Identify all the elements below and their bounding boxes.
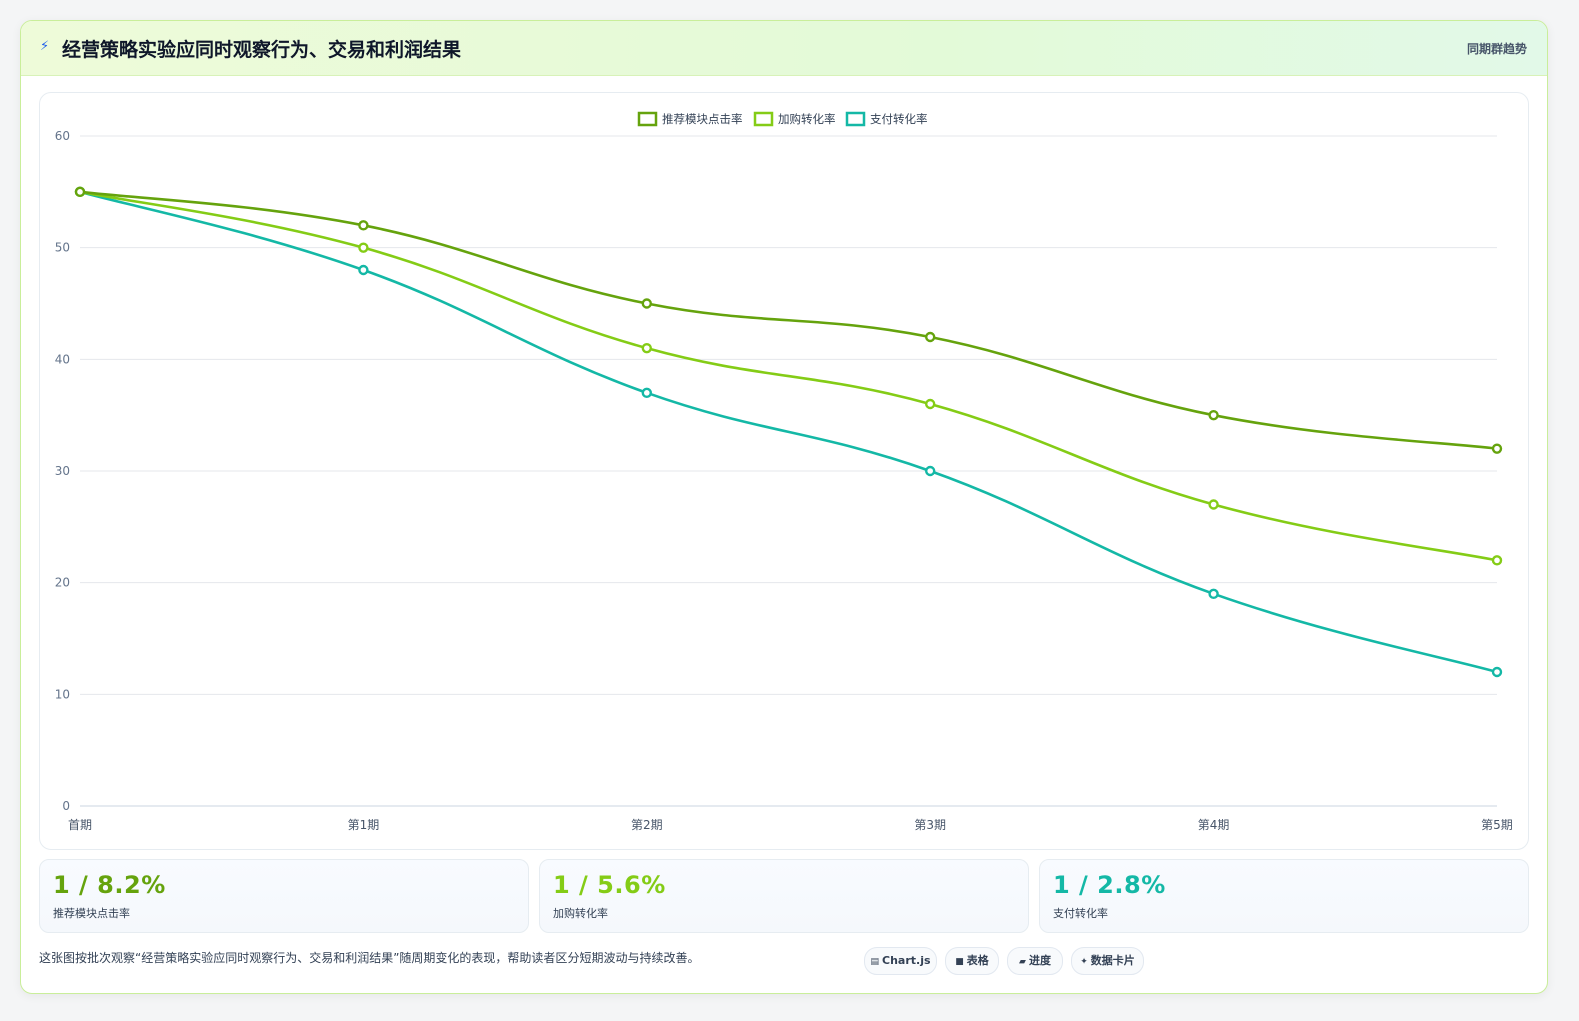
tag-data-card[interactable]: ✦ 数据卡片: [1071, 947, 1144, 975]
data-point: [358, 242, 369, 253]
x-tick-label: 第2期: [631, 818, 663, 832]
x-tick-label: 第5期: [1481, 818, 1513, 832]
kpi-label: 加购转化率: [553, 907, 608, 920]
kpi-card: 1 / 8.2% 推荐模块点击率: [39, 859, 529, 933]
tag-table[interactable]: ■ 表格: [945, 947, 999, 975]
data-point: [1491, 443, 1503, 454]
tag-progress[interactable]: ▰ 进度: [1007, 947, 1063, 975]
chart-description: 这张图按批次观察“经营策略实验应同时观察行为、交易和利润结果”随周期变化的表现，…: [39, 951, 700, 965]
tag-label: Chart.js: [882, 954, 931, 967]
kpi-card: 1 / 5.6% 加购转化率: [539, 859, 1029, 933]
kpi-card: 1 / 2.8% 支付转化率: [1039, 859, 1529, 933]
legend-swatch: [637, 111, 658, 127]
y-tick-label: 20: [55, 576, 70, 590]
kpi-value: 1 / 2.8%: [1053, 871, 1166, 899]
legend-swatch: [845, 111, 866, 127]
progress-icon: ▰: [1019, 957, 1026, 967]
legend-swatch: [753, 111, 774, 127]
series-line: [79, 190, 1498, 674]
x-tick-label: 第4期: [1198, 818, 1230, 832]
series-line: [79, 190, 1498, 562]
y-tick-label: 60: [55, 129, 70, 143]
x-tick-label: 第3期: [914, 818, 946, 832]
y-tick-label: 0: [62, 799, 70, 813]
x-tick-label: 第1期: [348, 818, 380, 832]
line-chart: 0 10 20 30 40 50 60 首期 第1期 第2期 第3期 第4期 第5期 推荐模块点击率 加购转…: [39, 92, 1529, 850]
bolt-icon: ⚡: [40, 39, 50, 54]
data-point: [358, 220, 369, 231]
tag-label: 进度: [1028, 954, 1051, 967]
legend-label: 加购转化率: [778, 112, 836, 126]
header-right-label: 同期群趋势: [1466, 42, 1527, 56]
tag-chartjs[interactable]: ▤ Chart.js: [864, 947, 937, 975]
x-tick-label: 首期: [68, 818, 92, 832]
kpi-value: 1 / 5.6%: [553, 871, 666, 899]
y-tick-label: 50: [55, 241, 70, 255]
data-point: [925, 398, 936, 410]
data-point: [1208, 499, 1219, 510]
y-tick-label: 10: [55, 687, 70, 701]
series-line: [79, 190, 1498, 450]
card-title: 经营策略实验应同时观察行为、交易和利润结果: [62, 39, 462, 61]
data-point: [358, 264, 369, 276]
data-point: [1208, 409, 1219, 421]
data-point: [641, 298, 652, 309]
data-point: [1208, 588, 1219, 600]
legend-label: 推荐模块点击率: [662, 112, 743, 126]
card-header: ⚡ 经营策略实验应同时观察行为、交易和利润结果 同期群趋势: [21, 21, 1547, 76]
tag-label: 数据卡片: [1090, 954, 1135, 967]
y-tick-label: 30: [55, 464, 70, 478]
data-point: [1491, 555, 1503, 566]
data-point: [74, 186, 86, 198]
data-point: [1491, 666, 1503, 678]
kpi-row: 1 / 8.2% 推荐模块点击率 1 / 5.6% 加购转化率 1 / 2.8%…: [39, 859, 1529, 933]
tag-label: 表格: [966, 954, 989, 967]
legend-label: 支付转化率: [870, 112, 928, 126]
data-point: [641, 342, 652, 354]
sparkle-icon: ✦: [1080, 957, 1088, 967]
data-point: [641, 387, 652, 399]
kpi-label: 支付转化率: [1053, 907, 1108, 920]
chart-card: ⚡ 经营策略实验应同时观察行为、交易和利润结果 同期群趋势 0 10 20 30 40 5…: [20, 20, 1548, 994]
data-point: [925, 465, 936, 477]
data-point: [925, 331, 936, 343]
y-tick-label: 40: [55, 352, 70, 366]
kpi-label: 推荐模块点击率: [53, 907, 130, 920]
kpi-value: 1 / 8.2%: [53, 871, 166, 899]
chart-icon: ▤: [870, 957, 879, 967]
chart-svg: 0 10 20 30 40 50 60 首期 第1期 第2期 第3期 第4期 第5期 推荐模块点击率 加购转…: [55, 111, 1513, 832]
table-icon: ■: [955, 957, 964, 967]
